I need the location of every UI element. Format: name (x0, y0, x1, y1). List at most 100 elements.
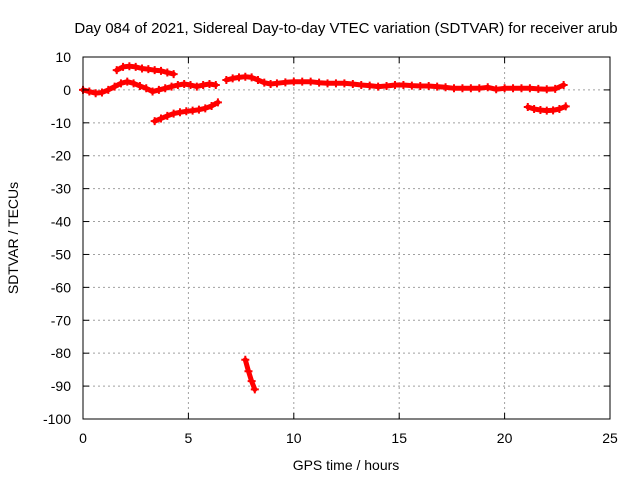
data-point (315, 78, 324, 87)
data-point (281, 78, 290, 87)
x-tick-label: 25 (602, 430, 618, 446)
x-tick-label: 0 (79, 430, 87, 446)
data-point (213, 98, 222, 107)
data-point (306, 77, 315, 86)
series-arc5 (523, 102, 570, 115)
data-point (523, 103, 532, 112)
data-point (85, 87, 94, 96)
data-point (549, 106, 558, 115)
data-point (201, 104, 210, 113)
data-point (551, 84, 560, 93)
data-point (458, 84, 467, 93)
data-point (192, 82, 201, 91)
y-tick-label: -30 (51, 181, 71, 197)
data-point (475, 84, 484, 93)
data-point (116, 79, 125, 88)
y-tick-label: -40 (51, 214, 71, 230)
plot-frame (82, 56, 611, 420)
data-point (156, 66, 165, 75)
x-axis-label: GPS time / hours (293, 457, 400, 473)
y-tick-label: -50 (51, 246, 71, 262)
y-tick-label: -70 (51, 312, 71, 328)
axis-ticks: 0 5 10 15 20 25 10 0 -10 -20 -30 -40 -50 -60 -70 -80 -90… (43, 49, 618, 446)
data-point (323, 79, 332, 88)
data-point (298, 77, 307, 86)
data-point (250, 385, 259, 394)
y-tick-label: -10 (51, 115, 71, 131)
data-point (517, 84, 526, 93)
data-point (348, 79, 357, 88)
data-point (186, 80, 195, 89)
y-tick-label: -80 (51, 345, 71, 361)
data-point (466, 84, 475, 93)
series-arc4 (222, 72, 568, 94)
x-tick-label: 5 (185, 430, 193, 446)
data-point (374, 82, 383, 91)
data-point (169, 70, 178, 79)
data-point (104, 85, 113, 94)
data-point (222, 76, 231, 85)
data-point (247, 73, 256, 82)
data-point (154, 85, 163, 94)
y-tick-label: -20 (51, 148, 71, 164)
data-point (194, 105, 203, 114)
data-point (340, 79, 349, 88)
data-point (450, 84, 459, 93)
grid (83, 57, 610, 419)
y-axis-label: SDTVAR / TECUs (5, 182, 21, 294)
x-tick-label: 10 (286, 430, 302, 446)
data-point (399, 80, 408, 89)
data-point (561, 102, 570, 111)
y-tick-label: 0 (63, 82, 71, 98)
data-point (483, 83, 492, 92)
y-tick-label: -60 (51, 279, 71, 295)
data-point (161, 84, 170, 93)
chart-title: Day 084 of 2021, Sidereal Day-to-day VTE… (74, 20, 617, 37)
y-tick-label: 10 (55, 49, 71, 65)
data-point (357, 80, 366, 89)
data-point (247, 377, 256, 386)
data-point (559, 80, 568, 89)
data-point (542, 85, 551, 94)
data-point (416, 81, 425, 90)
data-point (253, 76, 262, 85)
data-point (110, 82, 119, 91)
data-point (407, 81, 416, 90)
series-arc2 (112, 62, 178, 79)
data-point (129, 79, 138, 88)
data-point (131, 62, 140, 71)
data-point (260, 78, 269, 87)
data-point (331, 79, 340, 88)
y-tick-label: -100 (43, 411, 71, 427)
data-point (211, 80, 220, 89)
data-point (135, 81, 144, 90)
data-point (207, 102, 216, 111)
data-point (123, 77, 132, 86)
data-point (241, 355, 250, 364)
data-point (441, 83, 450, 92)
data-point (169, 109, 178, 118)
series-line (242, 357, 258, 392)
data-point (424, 81, 433, 90)
data-point (534, 84, 543, 93)
y-tick-label: -90 (51, 378, 71, 394)
x-tick-label: 20 (497, 430, 513, 446)
series-arc1 (79, 77, 220, 98)
data-point (150, 117, 159, 126)
data-point (492, 85, 501, 94)
data-point (382, 81, 391, 90)
data-point (365, 81, 374, 90)
data-point (390, 80, 399, 89)
data-point (163, 68, 172, 77)
data-point (156, 114, 165, 123)
data-point (500, 84, 509, 93)
data-point (244, 367, 253, 376)
series-arc6 (241, 355, 259, 394)
data-point (272, 79, 281, 88)
data-point (433, 82, 442, 91)
data-point (142, 84, 151, 93)
data-point (112, 66, 121, 75)
data-point (97, 88, 106, 97)
data-point (525, 84, 534, 93)
